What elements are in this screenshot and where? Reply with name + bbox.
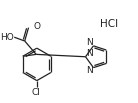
Text: HCl: HCl: [100, 19, 118, 29]
Text: HO: HO: [0, 33, 14, 42]
Text: Cl: Cl: [31, 88, 40, 97]
Text: N: N: [86, 39, 92, 47]
Text: O: O: [33, 22, 40, 31]
Text: N: N: [86, 66, 92, 75]
Text: N: N: [87, 49, 93, 58]
